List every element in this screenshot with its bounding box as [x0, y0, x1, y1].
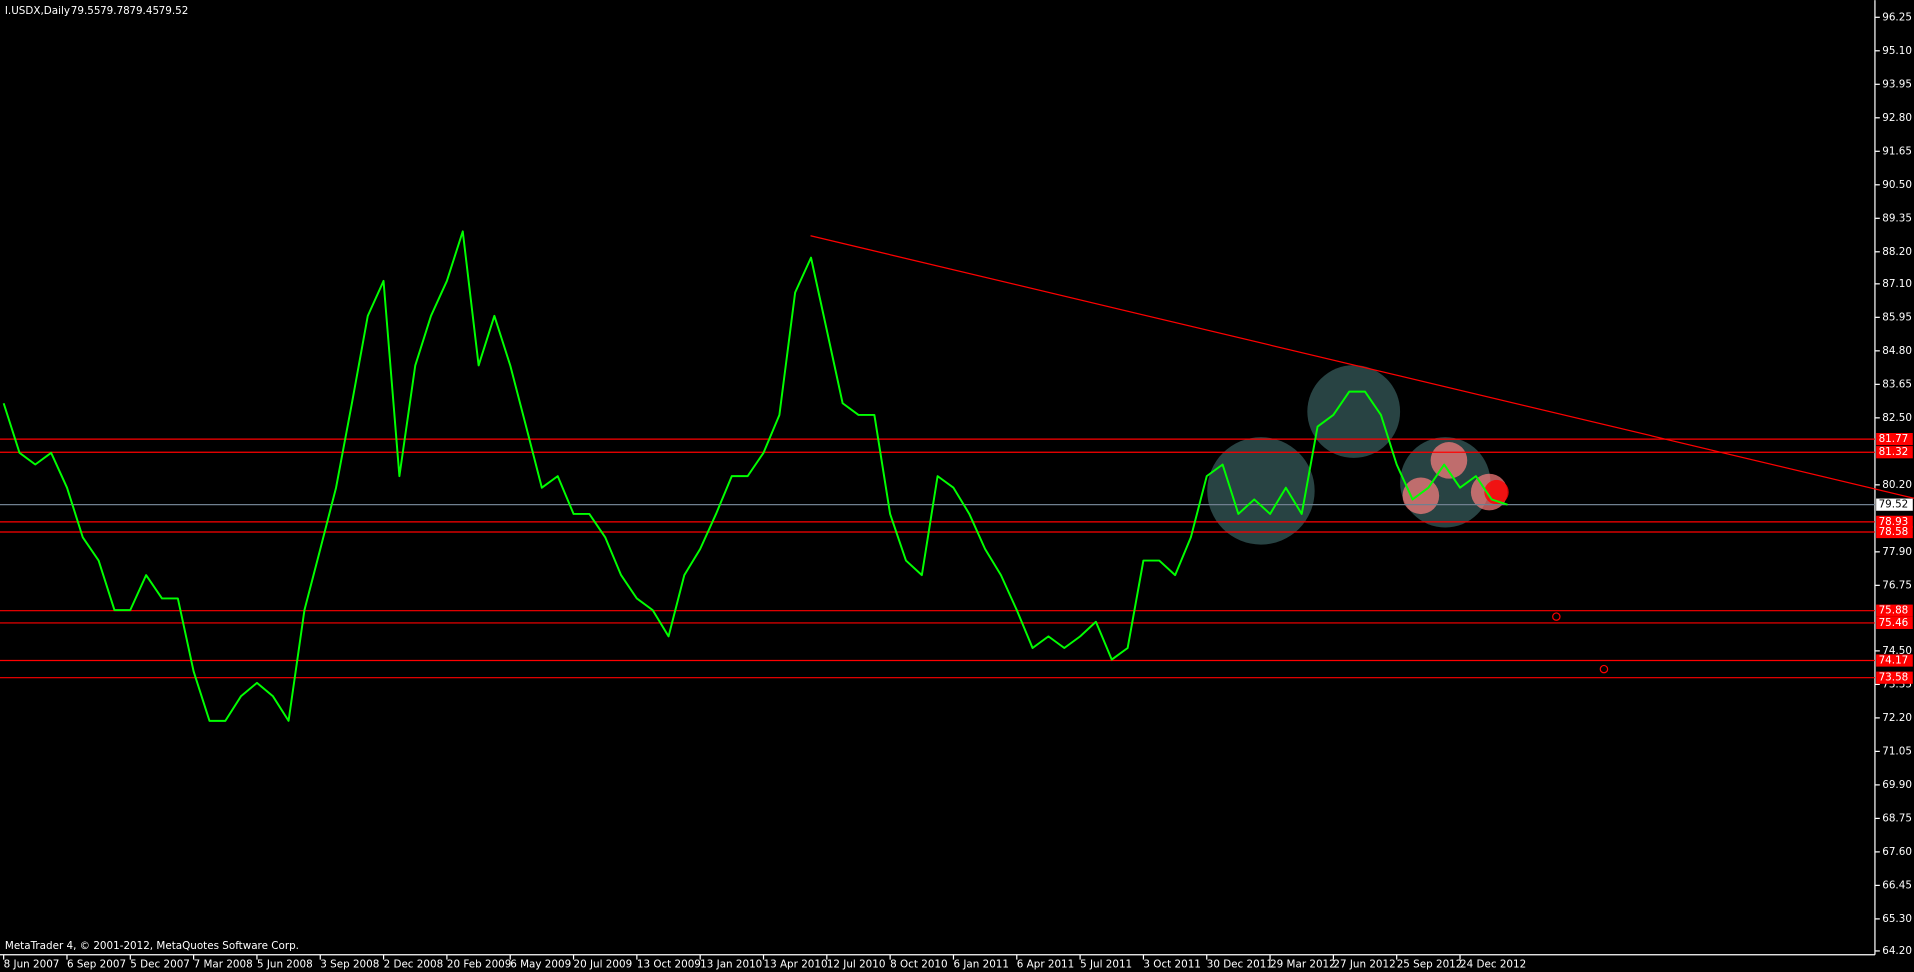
- price-line: [2, 230, 1508, 722]
- header-value: 79.55: [71, 5, 101, 17]
- y-tick-label: 82.50: [1882, 412, 1912, 424]
- y-tick-label: 72.20: [1882, 712, 1912, 724]
- level-label: 81.77: [1879, 433, 1909, 445]
- y-tick-label: 85.95: [1882, 311, 1912, 323]
- level-label-box: [1876, 498, 1913, 511]
- footer: MetaTrader 4, © 2001-2012, MetaQuotes So…: [5, 940, 299, 952]
- y-tick-label: 66.45: [1882, 879, 1912, 891]
- highlight-circle: [1307, 365, 1401, 458]
- level-label-box: [1876, 616, 1913, 630]
- level-label-box: [1876, 515, 1913, 528]
- y-tick-label: 77.90: [1882, 546, 1912, 558]
- y-tick-label: 83.65: [1882, 378, 1912, 390]
- x-tick-label: 12 Jul 2010: [827, 959, 886, 971]
- x-tick-label: 25 Sep 2012: [1397, 959, 1463, 971]
- y-tick-label: 69.90: [1882, 779, 1912, 791]
- y-tick-label: 92.80: [1882, 112, 1912, 124]
- x-tick-label: 30 Dec 2011: [1207, 959, 1273, 971]
- header-value: 79.78: [100, 5, 130, 17]
- y-tick-label: 87.10: [1882, 278, 1912, 290]
- level-label: 75.46: [1879, 617, 1909, 629]
- level-label: 74.17: [1879, 655, 1909, 667]
- x-tick-label: 6 Sep 2007: [67, 959, 126, 971]
- x-tick-label: 2 Dec 2008: [384, 959, 444, 971]
- level-label: 75.88: [1879, 605, 1909, 617]
- y-tick-label: 91.65: [1882, 145, 1912, 157]
- y-tick-label: 64.20: [1882, 945, 1912, 957]
- x-tick-label: 6 Jan 2011: [953, 959, 1009, 971]
- y-tick-label: 88.20: [1882, 246, 1912, 258]
- y-tick-label: 68.75: [1882, 812, 1912, 824]
- y-tick-label: 90.50: [1882, 179, 1912, 191]
- level-label-box: [1876, 525, 1913, 539]
- x-tick-label: 20 Feb 2009: [447, 959, 511, 971]
- x-tick-label: 20 Jul 2009: [574, 959, 633, 971]
- arrow-marker: [1599, 664, 1609, 674]
- y-tick-label: 89.35: [1882, 212, 1912, 224]
- level-label-box: [1876, 446, 1913, 459]
- x-tick-label: 13 Jan 2010: [700, 959, 762, 971]
- y-tick-label: 67.60: [1882, 846, 1912, 858]
- x-tick-label: 5 Jun 2008: [257, 959, 313, 971]
- x-tick-label: 7 Mar 2008: [194, 959, 253, 971]
- header-value: 79.45: [129, 5, 159, 17]
- x-tick-label: 8 Oct 2010: [890, 959, 947, 971]
- level-label: 81.32: [1879, 446, 1909, 458]
- y-tick-label: 95.10: [1882, 45, 1912, 57]
- level-label-box: [1876, 654, 1913, 667]
- level-label-box: [1876, 604, 1913, 617]
- header-value: 79.52: [159, 5, 189, 17]
- highlight-circle: [1207, 437, 1315, 545]
- y-tick-label: 93.95: [1882, 78, 1912, 90]
- x-tick-label: 13 Apr 2010: [764, 959, 828, 971]
- x-tick-label: 27 Jun 2012: [1333, 959, 1395, 971]
- x-tick-label: 24 Dec 2012: [1460, 959, 1526, 971]
- arrow-marker: [1552, 612, 1561, 621]
- trend-line: [810, 235, 1914, 499]
- chart-title: I.USDX,Daily: [5, 5, 70, 17]
- level-label: 73.58: [1879, 672, 1909, 684]
- level-label: 78.93: [1879, 516, 1909, 528]
- level-label-box: [1876, 433, 1913, 446]
- level-label-box: [1876, 671, 1913, 684]
- x-tick-label: 8 Jun 2007: [4, 959, 60, 971]
- x-tick-label: 29 Mar 2012: [1270, 959, 1336, 971]
- x-tick-label: 5 Dec 2007: [130, 959, 190, 971]
- x-tick-label: 3 Sep 2008: [320, 959, 379, 971]
- y-tick-label: 96.25: [1882, 11, 1912, 23]
- level-label: 79.52: [1879, 499, 1909, 511]
- x-tick-label: 5 Jul 2011: [1080, 959, 1132, 971]
- y-tick-label: 74.50: [1882, 645, 1912, 657]
- y-tick-label: 71.05: [1882, 745, 1912, 757]
- x-tick-label: 6 May 2009: [510, 959, 571, 971]
- x-tick-label: 6 Apr 2011: [1017, 959, 1074, 971]
- level-label: 78.58: [1879, 526, 1909, 538]
- y-tick-label: 65.30: [1882, 913, 1912, 925]
- y-tick-label: 80.20: [1882, 479, 1912, 491]
- y-tick-label: 76.75: [1882, 579, 1912, 591]
- highlight-dot: [1402, 477, 1440, 515]
- x-tick-label: 13 Oct 2009: [637, 959, 701, 971]
- x-tick-label: 3 Oct 2011: [1143, 959, 1200, 971]
- y-tick-label: 84.80: [1882, 345, 1912, 357]
